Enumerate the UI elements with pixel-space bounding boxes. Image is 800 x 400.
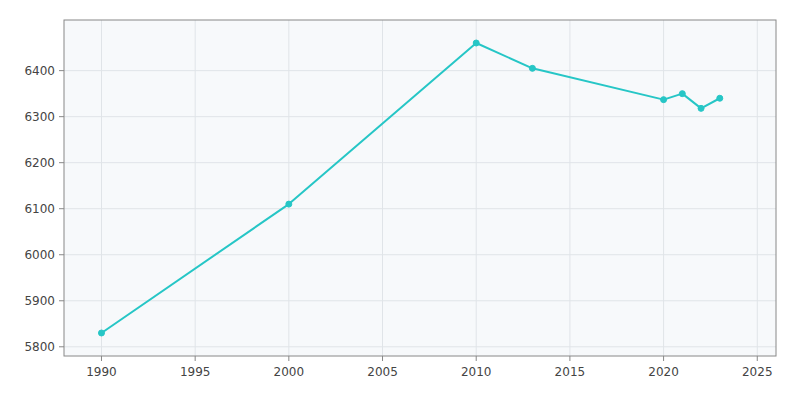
point <box>717 95 723 101</box>
plot-area <box>64 20 776 356</box>
tick-y <box>59 208 64 209</box>
point <box>679 91 685 97</box>
grid-line-y <box>64 254 776 255</box>
grid <box>59 20 776 361</box>
point <box>473 40 479 46</box>
tick-y <box>59 254 64 255</box>
grid-line-y <box>64 70 776 71</box>
tick-x <box>757 356 758 361</box>
tick-x <box>382 356 383 361</box>
tick-label-x: 1990 <box>86 365 117 379</box>
tick-y <box>59 300 64 301</box>
tick-label-y: 6300 <box>24 110 55 124</box>
grid-line-y <box>64 300 776 301</box>
tick-y <box>59 70 64 71</box>
tick-x <box>288 356 289 361</box>
tick-label-x: 1995 <box>180 365 211 379</box>
tick-x <box>663 356 664 361</box>
series <box>98 40 722 336</box>
grid-line-y <box>64 116 776 117</box>
tick-y <box>59 346 64 347</box>
plot-frame <box>64 20 776 356</box>
tick-label-x: 2000 <box>274 365 305 379</box>
point <box>98 330 104 336</box>
tick-label-x: 2025 <box>742 365 773 379</box>
point <box>529 65 535 71</box>
point <box>698 105 704 111</box>
tick-x <box>569 356 570 361</box>
point <box>661 97 667 103</box>
tick-y <box>59 162 64 163</box>
tick-label-y: 6400 <box>24 64 55 78</box>
grid-line-y <box>64 208 776 209</box>
tick-x <box>476 356 477 361</box>
tick-label-x: 2020 <box>648 365 679 379</box>
grid-line-y <box>64 346 776 347</box>
tick-label-x: 2010 <box>461 365 492 379</box>
line <box>101 43 719 333</box>
grid-line-y <box>64 162 776 163</box>
tick-label-x: 2005 <box>367 365 398 379</box>
tick-label-x: 2015 <box>555 365 586 379</box>
tick-label-y: 6000 <box>24 248 55 262</box>
tick-y <box>59 116 64 117</box>
tick-label-y: 6200 <box>24 156 55 170</box>
tick-label-y: 5900 <box>24 294 55 308</box>
tick-label-y: 5800 <box>24 340 55 354</box>
tick-x <box>195 356 196 361</box>
chart: 1990 1995 2000 2005 2010 2015 2020 2025 5800 5900… <box>0 0 800 400</box>
tick-label-y: 6100 <box>24 202 55 216</box>
point <box>286 201 292 207</box>
tick-x <box>101 356 102 361</box>
